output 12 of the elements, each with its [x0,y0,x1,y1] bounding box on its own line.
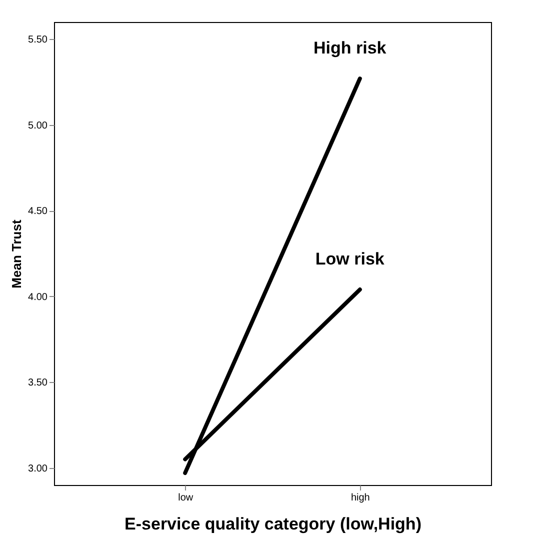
y-tick-label: 3.50 [28,378,48,389]
series-label: Low risk [315,250,385,269]
y-tick-label: 3.00 [28,463,48,474]
x-tick-label: low [178,492,194,504]
x-tick-label: high [350,492,370,504]
y-tick-label: 5.50 [28,34,48,46]
series-label: High risk [314,38,387,58]
x-axis-title: E-service quality category (low,High) [124,514,422,534]
y-tick-label: 5.00 [28,120,48,132]
y-tick-label: 4.50 [28,206,48,218]
y-axis-title: Mean Trust [9,219,24,288]
y-tick-label: 4.00 [28,292,48,303]
